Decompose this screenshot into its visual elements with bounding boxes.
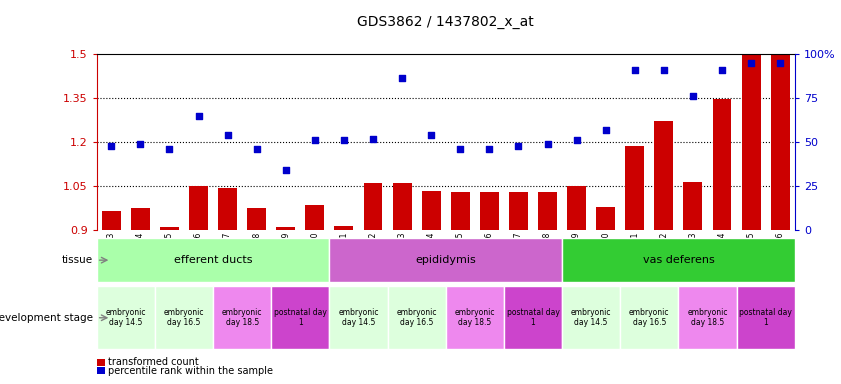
Bar [712,99,732,230]
Bar [131,208,150,230]
Bar [562,238,795,282]
Bar [684,182,702,230]
Bar [97,286,155,349]
Text: embryonic
day 18.5: embryonic day 18.5 [455,308,495,328]
Bar [213,286,271,349]
Bar [393,183,411,230]
Bar [562,286,621,349]
Point [453,146,467,152]
Bar [363,183,383,230]
Point [599,127,612,133]
Point [337,137,351,143]
Bar [679,286,737,349]
Bar [480,192,499,230]
Text: efferent ducts: efferent ducts [174,255,252,265]
Point [162,146,176,152]
Bar [742,0,760,230]
Text: postnatal day
1: postnatal day 1 [274,308,327,328]
Point [425,132,438,138]
Point [395,75,409,81]
Bar [160,227,179,230]
Point [657,66,670,73]
Point [716,66,729,73]
Text: percentile rank within the sample: percentile rank within the sample [108,366,272,376]
Point [686,93,700,99]
Point [774,60,787,66]
Bar [388,286,446,349]
Bar [620,286,679,349]
Text: embryonic
day 14.5: embryonic day 14.5 [571,308,611,328]
Bar [335,226,353,230]
Text: epididymis: epididymis [415,255,476,265]
Text: transformed count: transformed count [108,358,198,367]
Text: embryonic
day 14.5: embryonic day 14.5 [338,308,378,328]
Bar [596,207,615,230]
Point [221,132,235,138]
Bar [330,238,562,282]
Text: embryonic
day 16.5: embryonic day 16.5 [396,308,436,328]
Bar [446,286,504,349]
Point [628,66,642,73]
Text: embryonic
day 18.5: embryonic day 18.5 [687,308,727,328]
Text: embryonic
day 16.5: embryonic day 16.5 [629,308,669,328]
Text: development stage: development stage [0,313,93,323]
Bar [626,146,644,230]
Bar [102,211,121,230]
Point [541,141,554,147]
Point [308,137,321,143]
Bar [97,238,330,282]
Text: postnatal day
1: postnatal day 1 [506,308,559,328]
Bar [271,286,330,349]
Bar [504,286,562,349]
Bar [189,186,208,230]
Bar [155,286,213,349]
Point [192,113,205,119]
Bar [654,121,674,230]
Point [250,146,263,152]
Point [570,137,584,143]
Bar [451,192,470,230]
Bar [770,0,790,230]
Text: embryonic
day 16.5: embryonic day 16.5 [164,308,204,328]
Bar [247,208,266,230]
Point [483,146,496,152]
Point [367,136,380,142]
Bar [538,192,557,230]
Bar [509,192,528,230]
Point [134,141,147,147]
Bar [421,191,441,230]
Text: embryonic
day 18.5: embryonic day 18.5 [222,308,262,328]
Point [104,142,118,149]
Text: GDS3862 / 1437802_x_at: GDS3862 / 1437802_x_at [357,15,534,29]
Bar [567,186,586,230]
Text: embryonic
day 14.5: embryonic day 14.5 [106,308,146,328]
Bar [277,227,295,230]
Text: tissue: tissue [61,255,93,265]
Text: postnatal day
1: postnatal day 1 [739,308,792,328]
Bar [305,205,325,230]
Bar [218,188,237,230]
Point [279,167,293,174]
Point [744,60,758,66]
Point [511,142,525,149]
Text: vas deferens: vas deferens [643,255,714,265]
Bar [330,286,388,349]
Bar [737,286,795,349]
